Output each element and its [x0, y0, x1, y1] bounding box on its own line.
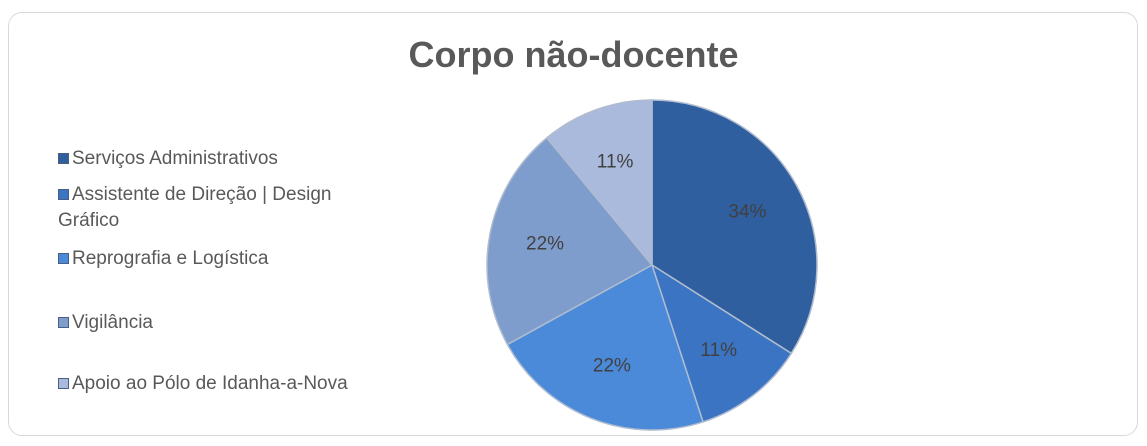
- pie-slice: [486, 136, 654, 346]
- pie-slice: [651, 99, 818, 355]
- data-label: 22%: [526, 234, 564, 255]
- legend-item: Reprografia e Logística: [58, 246, 388, 272]
- pie-slice: [506, 263, 704, 431]
- pie-slice: [545, 99, 653, 268]
- legend-swatch: [58, 378, 69, 389]
- legend-swatch: [58, 189, 69, 200]
- legend-swatch: [58, 317, 69, 328]
- data-label: 22%: [593, 355, 631, 376]
- legend-label: Vigilância: [72, 312, 153, 333]
- legend-label: Reprografia e Logística: [72, 248, 269, 269]
- data-label: 34%: [728, 202, 766, 223]
- legend-item: Serviços Administrativos: [58, 146, 388, 172]
- legend-item: Assistente de Direção | Design Gráfico: [58, 182, 388, 234]
- chart-frame: [8, 12, 1138, 436]
- data-label: 11%: [700, 340, 737, 361]
- legend-label: Assistente de Direção | Design Gráfico: [58, 184, 332, 231]
- legend-swatch: [58, 253, 69, 264]
- legend-item: Apoio ao Pólo de Idanha-a-Nova: [58, 371, 388, 397]
- legend-label: Apoio ao Pólo de Idanha-a-Nova: [72, 373, 348, 394]
- legend-label: Serviços Administrativos: [72, 148, 278, 169]
- legend-swatch: [58, 153, 69, 164]
- data-label: 11%: [597, 152, 634, 173]
- chart-title: Corpo não-docente: [408, 34, 739, 75]
- legend-item: Vigilância: [58, 310, 388, 336]
- pie-slice: [650, 263, 793, 423]
